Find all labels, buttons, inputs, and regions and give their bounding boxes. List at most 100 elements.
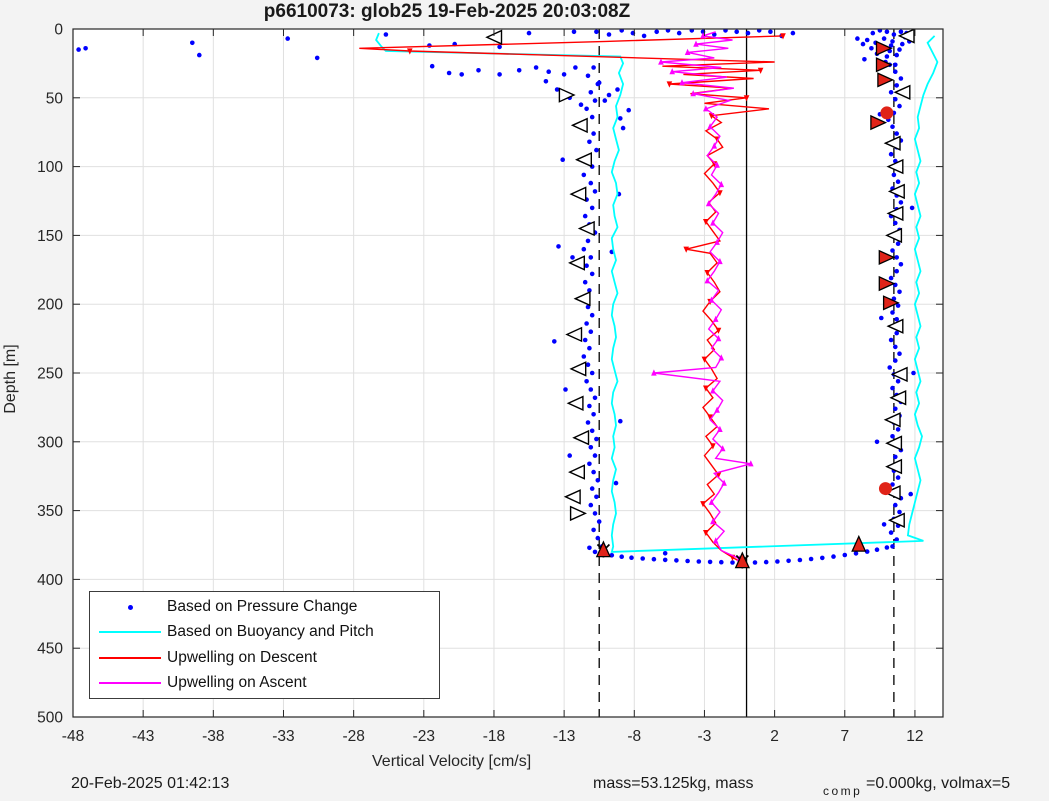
x-tick-label: -3 [698,728,712,745]
open-left-triangle-marker [885,458,903,475]
pressure-dot [869,46,874,51]
open-left-triangle-marker [897,29,915,44]
magenta-small-triangle [718,180,725,188]
pressure-dot [596,519,602,524]
magenta-small-triangle [703,105,709,112]
pressure-dot [592,395,598,401]
pressure-dot [898,29,904,35]
open-left-triangle-marker [893,84,911,100]
y-tick-label: 250 [37,366,63,383]
tick-labels: -48 -43 -38 -33 -28 -23 -18 -13 -8 -3 2 7 12 0 50 100 15… [37,22,923,746]
legend-entry: Upwelling on Ascent [90,671,439,695]
pressure-dot [606,32,612,37]
legend-label: Based on Buoyancy and Pitch [167,623,374,641]
pressure-dot [585,304,591,310]
pressure-dot [641,33,647,39]
red-small-triangle [407,48,413,55]
red-small-triangle [715,472,722,479]
open-left-triangle-marker [886,205,904,222]
pressure-dot [570,255,575,260]
y-tick-label: 300 [37,434,63,451]
red-small-triangle [703,219,709,226]
red-up-triangle-marker [595,540,612,558]
red-right-triangle-marker [875,57,893,73]
magenta-small-triangle [712,315,719,322]
pressure-dot [591,65,596,70]
pressure-dot [674,558,679,563]
pressure-dot [83,46,88,51]
dot-glyph [127,604,133,610]
pressure-dot [595,81,601,87]
pressure-dot [893,406,898,412]
magenta-small-triangle [714,238,720,245]
pressure-dot [589,428,595,434]
pressure-dot [864,549,870,554]
open-left-triangle-marker [885,227,903,244]
pressure-dot [609,553,615,558]
open-left-triangle-marker [566,395,584,411]
pressure-dot [76,47,81,52]
magenta-small-triangle [679,79,685,86]
red-up-triangle-marker [851,534,867,552]
open-left-triangle-marker [883,485,901,501]
pressure-dot [588,180,594,186]
open-left-triangle-marker [885,435,903,451]
pressure-dot [285,36,291,41]
pressure-dot [589,205,595,211]
pressure-dot [897,47,902,52]
magenta-small-triangle [658,58,664,65]
pressure-dot [890,39,895,44]
red-right-triangle-marker [875,40,893,56]
pressure-dot [786,558,791,564]
pressure-dot [893,502,898,508]
red-small-triangle [743,95,750,102]
magenta-small-triangle [717,257,723,265]
pressure-dot [427,43,432,48]
pressure-dot [894,330,899,336]
pressure-dot [588,387,594,392]
magenta-small-triangle [690,90,696,97]
pressure-dot [894,131,899,136]
magenta-small-triangle [693,40,699,47]
pressure-dot [881,522,887,527]
pressure-dot [314,55,320,61]
magenta-small-triangle [711,142,718,149]
legend-entry: Based on Pressure Change [90,595,439,619]
pressure-dot [894,52,899,58]
pressure-dot [893,454,898,460]
pressure-dot [894,83,899,88]
pressure-dot [895,179,901,184]
pressure-dot [897,509,902,515]
magenta-small-triangle [748,460,754,467]
pressure-dot [723,29,728,33]
pressure-dot [581,172,587,178]
open-left-triangle-marker [886,318,904,334]
open-left-triangle-marker [565,326,583,343]
pressure-dot [587,545,592,551]
pressure-dot [588,90,594,95]
pressure-dot [588,255,594,260]
pressure-dot [591,527,596,533]
red-small-triangle [683,246,689,253]
pressure-dot [546,69,551,74]
pressure-dot [516,68,522,73]
pressure-dot [862,57,867,62]
red-small-triangle [717,190,723,197]
open-left-triangle-marker [568,255,585,271]
pressure-dot [895,379,901,384]
open-left-triangle-marker [569,186,587,202]
pressure-dot [563,387,568,392]
pressure-dot [592,549,598,555]
event-markers-layer [485,29,915,569]
pressure-dot [554,87,560,92]
legend-label: Based on Pressure Change [167,598,358,616]
pressure-dot [888,43,894,48]
pressure-dot [589,271,595,277]
pressure-dot [626,107,631,113]
pressure-dot [584,263,589,269]
magenta-small-triangle [712,537,719,544]
pressure-dot [594,147,599,153]
red-right-triangle-marker [878,249,896,266]
pressure-dot [615,87,620,92]
pressure-dot [587,403,592,409]
